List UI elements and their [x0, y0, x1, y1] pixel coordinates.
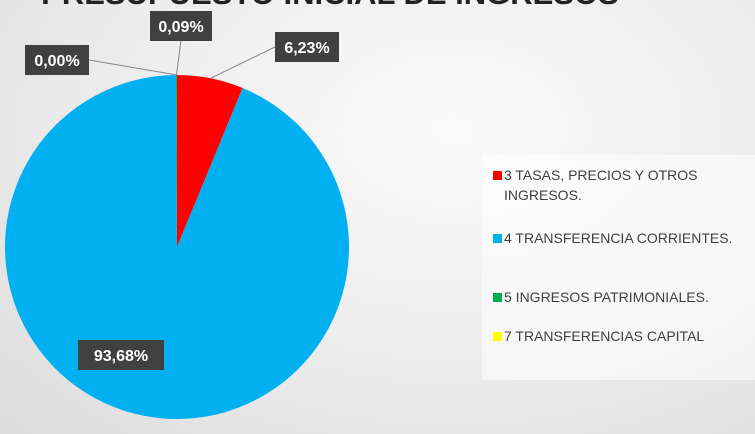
pie-slice: [177, 75, 243, 247]
legend-item: 4 TRANSFERENCIA CORRIENTES.: [493, 228, 754, 248]
legend-swatch: [493, 293, 502, 302]
legend-label: 5 INGRESOS PATRIMONIALES.: [504, 289, 709, 305]
leader-line: [88, 59, 178, 76]
legend-label: 7 TRANSFERENCIAS CAPITAL: [504, 328, 705, 344]
data-label-box: [150, 11, 212, 41]
pie-slice: [176, 75, 177, 247]
legend-label: 4 TRANSFERENCIA CORRIENTES.: [504, 230, 733, 246]
leader-line: [176, 39, 182, 76]
legend-item: 3 TASAS, PRECIOS Y OTROS INGRESOS.: [493, 165, 754, 205]
legend-swatch: [493, 332, 502, 341]
data-label-box: [78, 340, 164, 370]
legend-item: 5 INGRESOS PATRIMONIALES.: [493, 287, 754, 307]
data-label: 0,09%: [158, 19, 203, 36]
legend-swatch: [493, 234, 502, 243]
data-label: 0,00%: [34, 53, 79, 70]
legend-label: 3 TASAS, PRECIOS Y OTROS INGRESOS.: [504, 167, 698, 203]
chart-title: PRESUPUESTO INICIAL DE INGRESOS: [41, 0, 619, 11]
pie-slice: [4, 75, 349, 419]
data-label: 93,68%: [94, 348, 148, 365]
legend-item: 7 TRANSFERENCIAS CAPITAL: [493, 326, 754, 346]
legend: 3 TASAS, PRECIOS Y OTROS INGRESOS. 4 TRAN…: [482, 155, 755, 380]
data-label-box: [25, 45, 89, 75]
data-label-box: [275, 32, 339, 62]
legend-swatch: [493, 171, 502, 180]
data-label: 6,23%: [284, 40, 329, 57]
leader-line: [210, 46, 276, 79]
